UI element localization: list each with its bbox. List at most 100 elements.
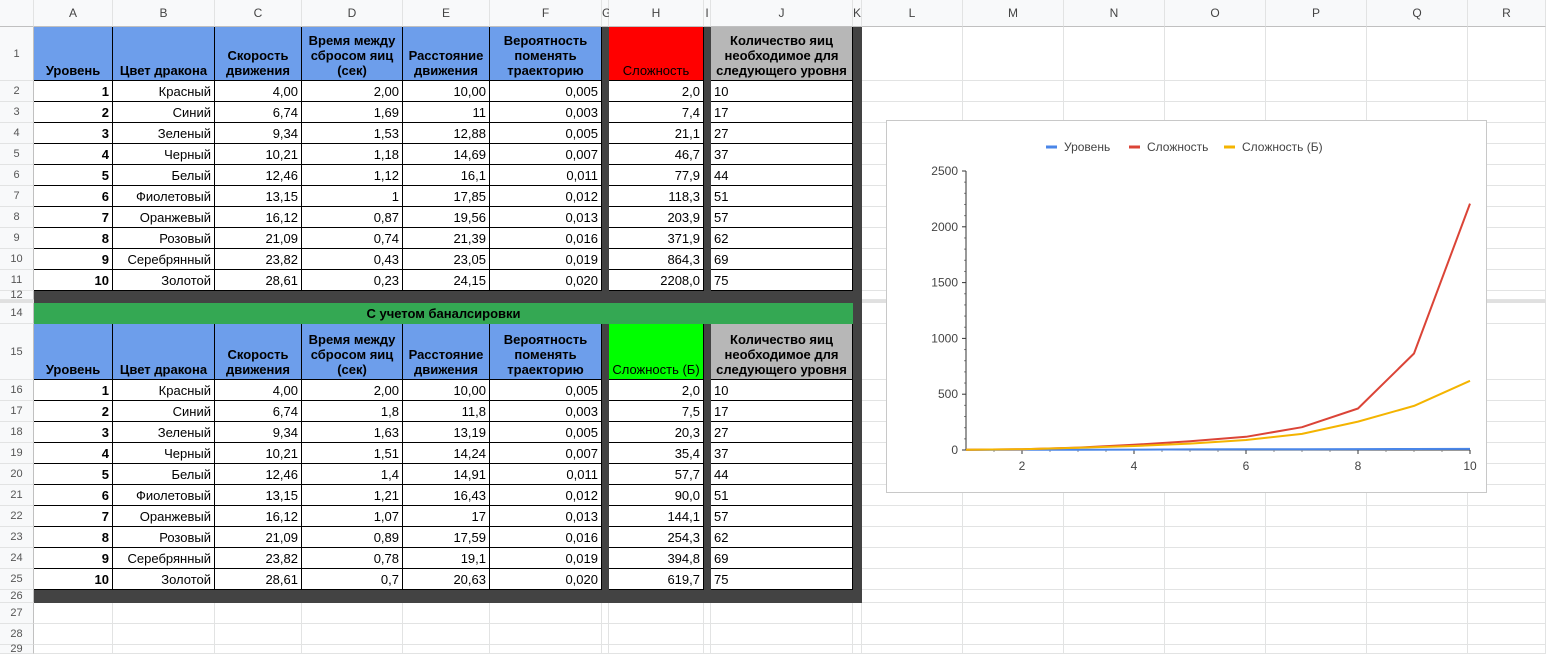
cell-speed[interactable]: 21,09 <box>215 228 302 249</box>
cell-probability[interactable]: 0,007 <box>490 443 602 464</box>
cell-level[interactable]: 4 <box>34 443 113 464</box>
cell-eggs[interactable]: 69 <box>711 249 853 270</box>
cell-eggs[interactable]: 75 <box>711 569 853 590</box>
column-header-j[interactable]: J <box>711 0 853 27</box>
cell-speed[interactable]: 13,15 <box>215 485 302 506</box>
cell-speed[interactable]: 6,74 <box>215 102 302 123</box>
cell-eggs[interactable]: 37 <box>711 144 853 165</box>
row-number[interactable]: 16 <box>0 380 34 401</box>
header-difficulty[interactable]: Сложность <box>609 27 704 81</box>
cell-eggs[interactable]: 37 <box>711 443 853 464</box>
cell-drop-time[interactable]: 1,4 <box>302 464 403 485</box>
cell-drop-time[interactable]: 0,89 <box>302 527 403 548</box>
row-number[interactable]: 27 <box>0 603 34 624</box>
cell-color[interactable]: Белый <box>113 165 215 186</box>
cell-difficulty[interactable]: 144,1 <box>609 506 704 527</box>
header-probability[interactable]: Вероятность поменять траекторию <box>490 324 602 380</box>
cell-drop-time[interactable]: 2,00 <box>302 380 403 401</box>
cell-color[interactable]: Оранжевый <box>113 506 215 527</box>
cell-difficulty[interactable]: 118,3 <box>609 186 704 207</box>
cell-drop-time[interactable]: 1,07 <box>302 506 403 527</box>
cell-color[interactable]: Фиолетовый <box>113 186 215 207</box>
cell-speed[interactable]: 16,12 <box>215 506 302 527</box>
cell-color[interactable]: Синий <box>113 102 215 123</box>
row-number[interactable]: 26 <box>0 590 34 603</box>
balanced-title[interactable]: С учетом баналсировки <box>34 303 853 324</box>
cell-difficulty[interactable]: 619,7 <box>609 569 704 590</box>
row-number[interactable]: 21 <box>0 485 34 506</box>
cell-drop-time[interactable]: 1,69 <box>302 102 403 123</box>
row-number[interactable]: 24 <box>0 548 34 569</box>
cell-eggs[interactable]: 44 <box>711 165 853 186</box>
cell-level[interactable]: 7 <box>34 207 113 228</box>
row-number[interactable]: 17 <box>0 401 34 422</box>
column-header-l[interactable]: L <box>862 0 963 27</box>
row-number[interactable]: 3 <box>0 102 34 123</box>
cell-color[interactable]: Серебрянный <box>113 548 215 569</box>
cell-speed[interactable]: 12,46 <box>215 165 302 186</box>
cell-speed[interactable]: 10,21 <box>215 443 302 464</box>
row-number[interactable]: 5 <box>0 144 34 165</box>
cell-speed[interactable]: 28,61 <box>215 569 302 590</box>
column-header-k[interactable]: K <box>853 0 862 27</box>
column-header-f[interactable]: F <box>490 0 602 27</box>
cell-eggs[interactable]: 57 <box>711 506 853 527</box>
cell-color[interactable]: Черный <box>113 144 215 165</box>
cell-level[interactable]: 8 <box>34 228 113 249</box>
series-line[interactable] <box>965 203 1471 451</box>
cell-drop-time[interactable]: 1 <box>302 186 403 207</box>
cell-color[interactable]: Зеленый <box>113 422 215 443</box>
cell-distance[interactable]: 11 <box>403 102 490 123</box>
column-header-m[interactable]: M <box>963 0 1064 27</box>
cell-distance[interactable]: 19,56 <box>403 207 490 228</box>
cell-level[interactable]: 8 <box>34 527 113 548</box>
cell-color[interactable]: Серебрянный <box>113 249 215 270</box>
cell-level[interactable]: 2 <box>34 102 113 123</box>
cell-color[interactable]: Синий <box>113 401 215 422</box>
row-number[interactable]: 25 <box>0 569 34 590</box>
cell-probability[interactable]: 0,011 <box>490 464 602 485</box>
cell-difficulty[interactable]: 77,9 <box>609 165 704 186</box>
legend-label[interactable]: Сложность (Б) <box>1242 140 1323 154</box>
cell-distance[interactable]: 13,19 <box>403 422 490 443</box>
cell-difficulty[interactable]: 2208,0 <box>609 270 704 291</box>
cell-color[interactable]: Оранжевый <box>113 207 215 228</box>
cell-difficulty[interactable]: 21,1 <box>609 123 704 144</box>
cell-speed[interactable]: 13,15 <box>215 186 302 207</box>
cell-level[interactable]: 10 <box>34 569 113 590</box>
cell-color[interactable]: Золотой <box>113 270 215 291</box>
row-number[interactable]: 2 <box>0 81 34 102</box>
difficulty-chart[interactable]: Уровень Сложность Сложность (Б) 0 500 1000 150… <box>886 120 1487 493</box>
cell-distance[interactable]: 21,39 <box>403 228 490 249</box>
cell-probability[interactable]: 0,019 <box>490 249 602 270</box>
column-header-q[interactable]: Q <box>1367 0 1468 27</box>
header-eggs[interactable]: Количество яиц необходимое для следующег… <box>711 324 853 380</box>
cell-eggs[interactable]: 10 <box>711 380 853 401</box>
series-line[interactable] <box>965 379 1471 451</box>
cell-drop-time[interactable]: 0,87 <box>302 207 403 228</box>
cell-difficulty[interactable]: 35,4 <box>609 443 704 464</box>
cell-speed[interactable]: 9,34 <box>215 123 302 144</box>
cell-level[interactable]: 6 <box>34 485 113 506</box>
header-drop-time[interactable]: Время между сбросом яиц (сек) <box>302 324 403 380</box>
cell-eggs[interactable]: 27 <box>711 123 853 144</box>
column-header-r[interactable]: R <box>1468 0 1546 27</box>
cell-difficulty[interactable]: 394,8 <box>609 548 704 569</box>
row-number[interactable]: 10 <box>0 249 34 270</box>
cell-color[interactable]: Красный <box>113 81 215 102</box>
cell-probability[interactable]: 0,020 <box>490 270 602 291</box>
cell-distance[interactable]: 16,1 <box>403 165 490 186</box>
row-number[interactable]: 12 <box>0 289 34 301</box>
cell-color[interactable]: Белый <box>113 464 215 485</box>
column-header-d[interactable]: D <box>302 0 403 27</box>
cell-difficulty[interactable]: 371,9 <box>609 228 704 249</box>
cell-probability[interactable]: 0,011 <box>490 165 602 186</box>
cell-probability[interactable]: 0,012 <box>490 186 602 207</box>
cell-level[interactable]: 3 <box>34 123 113 144</box>
cell-drop-time[interactable]: 1,21 <box>302 485 403 506</box>
legend-label[interactable]: Сложность <box>1147 140 1208 154</box>
header-distance[interactable]: Расстояние движения <box>403 27 490 81</box>
row-number[interactable]: 1 <box>0 27 34 81</box>
cell-difficulty[interactable]: 203,9 <box>609 207 704 228</box>
column-header-p[interactable]: P <box>1266 0 1367 27</box>
